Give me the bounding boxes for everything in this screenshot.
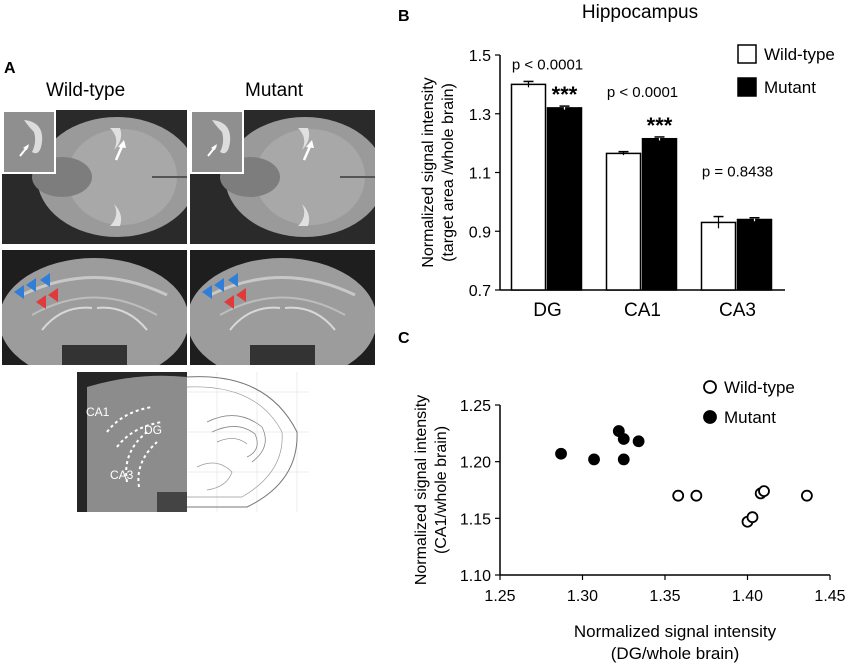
point-mutant <box>588 453 600 466</box>
bar-mutant <box>641 137 678 291</box>
y-axis-label-line2: (CA1/whole brain) <box>433 426 450 554</box>
point-mutant <box>555 447 567 460</box>
bar-mutant <box>546 107 583 291</box>
legend-label-wild-type: Wild-type <box>724 378 795 397</box>
brain-atlas-drawing <box>186 372 309 512</box>
point-mutant <box>632 435 645 448</box>
x-tick-label: CA3 <box>719 300 756 321</box>
x-axis-label-line1: Normalized signal intensity <box>574 622 777 641</box>
legend-label-mutant: Mutant <box>724 408 776 427</box>
point-wild-type <box>758 485 770 498</box>
ca1-label: CA1 <box>86 405 110 419</box>
bar-chart-hippocampus: Hippocampus 0.7 0.9 1.1 1.3 1.5 Normalized sig… <box>420 2 835 321</box>
point-wild-type <box>672 489 685 502</box>
y-tick-label: 0.9 <box>469 224 491 241</box>
legend-label-wild-type: Wild-type <box>764 45 835 64</box>
mri-atlas-overlay <box>77 372 187 512</box>
y-axis-label-line2: (target area /whole brain) <box>440 83 457 262</box>
x-tick-label: 1.30 <box>567 588 598 605</box>
legend-swatch-wild-type <box>737 44 757 64</box>
scatter-chart-dg-ca1: 1.10 1.15 1.20 1.25 1.25 1.30 1.35 1.40 1.45 Norm… <box>413 378 846 663</box>
y-tick-label: 1.25 <box>460 398 491 415</box>
bar-mutant <box>736 218 773 291</box>
y-axis-label-line1: Normalized signal intensity <box>420 77 437 267</box>
mri-coronal-mutant <box>190 250 375 365</box>
x-tick-label: 1.25 <box>484 588 515 605</box>
x-tick-label: 1.40 <box>732 588 763 605</box>
y-tick-label: 1.1 <box>469 166 491 183</box>
x-axis-label-line2: (DG/whole brain) <box>611 644 740 663</box>
x-tick-label: 1.45 <box>814 588 845 605</box>
y-tick-label: 0.7 <box>469 283 491 300</box>
y-tick-label: 1.3 <box>469 107 491 124</box>
arrow-icon <box>298 138 318 167</box>
legend-swatch-mutant <box>737 77 757 97</box>
y-tick-label: 1.20 <box>460 455 491 472</box>
wildtype-column-label: Wild-type <box>46 80 126 101</box>
x-tick-label: 1.35 <box>649 588 680 605</box>
x-tick-label: CA1 <box>624 300 661 321</box>
legend-marker-wild-type <box>703 380 717 394</box>
panel-b-letter: B <box>398 8 410 25</box>
dg-label: DG <box>144 423 162 437</box>
point-wild-type <box>746 511 759 524</box>
mri-horizontal-mutant <box>190 110 375 244</box>
arrow-icon <box>110 138 130 167</box>
bar-wild-type <box>700 221 737 291</box>
point-wild-type <box>800 489 813 502</box>
legend-marker-mutant <box>703 410 717 424</box>
y-tick-label: 1.5 <box>469 48 491 65</box>
significance-stars: *** <box>647 113 673 138</box>
p-value-label: p < 0.0001 <box>512 56 583 73</box>
y-tick-label: 1.10 <box>460 568 491 585</box>
y-tick-label: 1.15 <box>460 511 491 528</box>
bar-wild-type <box>605 152 642 291</box>
y-axis-label-line1: Normalized signal intensity <box>413 395 430 585</box>
mutant-column-label: Mutant <box>245 80 304 101</box>
point-mutant <box>617 453 630 466</box>
chart-title: Hippocampus <box>582 2 698 23</box>
point-wild-type <box>690 489 703 502</box>
panel-c-letter: C <box>398 330 410 347</box>
p-value-label: p = 0.8438 <box>702 164 773 181</box>
inset-mutant <box>190 110 244 174</box>
x-tick-label: DG <box>533 300 562 321</box>
inset-wildtype <box>2 110 56 174</box>
panel-a-letter: A <box>4 60 16 77</box>
point-mutant <box>617 433 630 445</box>
p-value-label: p < 0.0001 <box>607 84 678 101</box>
significance-stars: *** <box>552 82 578 107</box>
mri-coronal-wildtype <box>2 250 187 365</box>
bar-wild-type <box>510 83 547 291</box>
ca3-label: CA3 <box>110 468 134 482</box>
legend-label-mutant: Mutant <box>764 78 816 97</box>
